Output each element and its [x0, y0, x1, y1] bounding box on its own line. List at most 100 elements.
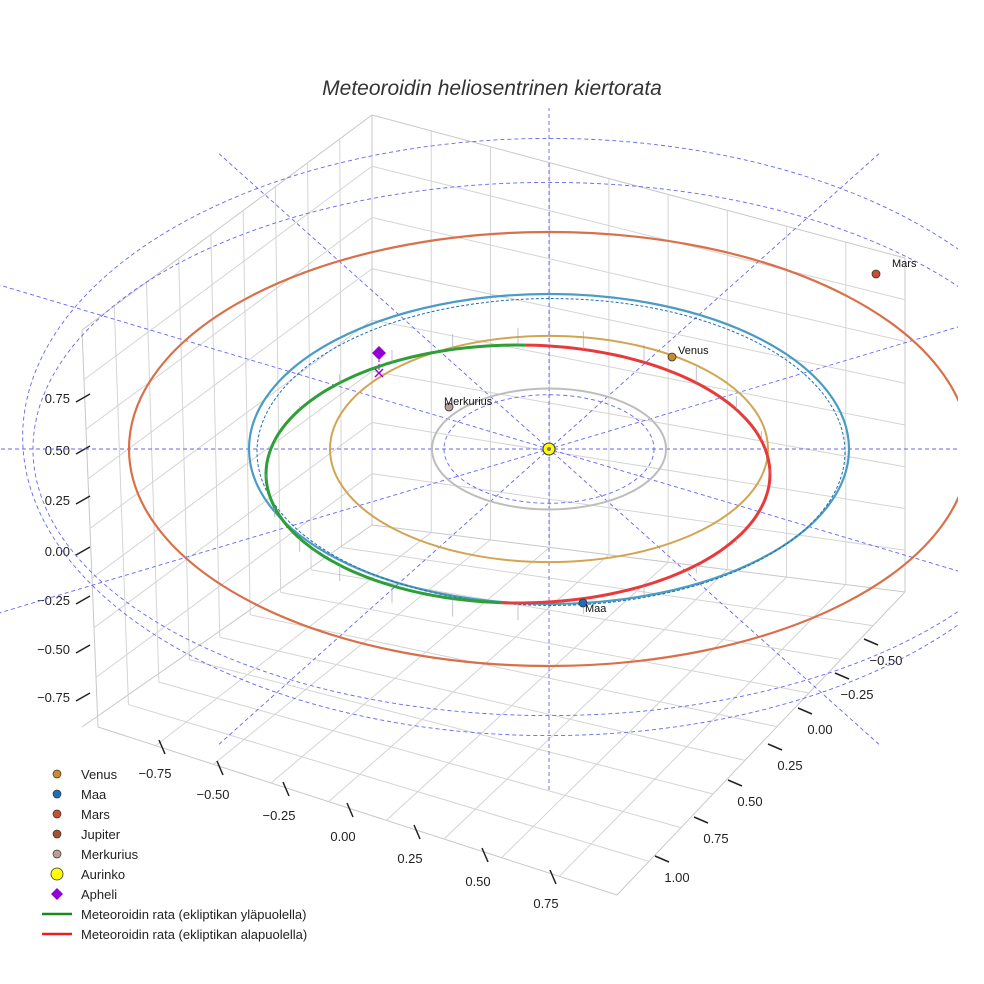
- y-tick-mark: [693, 816, 709, 824]
- z-tick-label: −0.25: [37, 593, 70, 608]
- planet-venus: [667, 352, 677, 362]
- grid-line: [97, 726, 618, 896]
- legend-label: Jupiter: [81, 827, 121, 842]
- z-tick-mark: [75, 595, 91, 605]
- z-tick-label: 0.50: [45, 443, 70, 458]
- meteoroid-orbit-below: [502, 343, 772, 605]
- legend-item: Merkurius: [52, 847, 139, 862]
- grid-line: [341, 546, 874, 627]
- x-tick-label: −0.50: [197, 787, 230, 802]
- grid-line: [95, 473, 373, 678]
- legend-label: Venus: [81, 767, 118, 782]
- grid-line: [213, 539, 491, 765]
- aphelion-projection: [374, 368, 384, 378]
- legend-marker: [51, 888, 63, 900]
- grid-line: [558, 584, 847, 877]
- z-tick-label: 0.75: [45, 391, 70, 406]
- grid-line: [371, 268, 906, 384]
- grid-line: [371, 370, 906, 468]
- legend-marker: [52, 849, 62, 859]
- grid-line: [81, 524, 373, 728]
- grid-line: [311, 569, 842, 660]
- legend-label: Aurinko: [81, 867, 125, 882]
- grid-line: [85, 217, 373, 430]
- axis-ticks: 0.75 0.50 0.25 0.00 −0.25 −0.50 −0.75 −0.75 −0.5…: [37, 391, 902, 911]
- grid-line: [87, 268, 373, 480]
- legend-item: Maa: [52, 787, 107, 802]
- x-tick-label: −0.75: [139, 766, 172, 781]
- legend-item: Aurinko: [50, 867, 125, 882]
- plot-area: Merkurius Venus Maa Mars: [0, 108, 958, 790]
- y-tick-label: 1.00: [664, 870, 689, 885]
- y-tick-label: −0.50: [870, 653, 903, 668]
- grid-line: [155, 532, 432, 747]
- legend-label: Maa: [81, 787, 107, 802]
- x-tick-label: 0.75: [533, 896, 558, 911]
- orbit-maa: [247, 292, 851, 606]
- sun-core: [547, 447, 551, 451]
- y-tick-label: −0.25: [841, 687, 874, 702]
- legend-item: Venus: [52, 767, 118, 782]
- grid-line: [83, 165, 373, 381]
- legend-item: Mars: [52, 807, 110, 822]
- y-tick-label: 0.75: [703, 831, 728, 846]
- legend-marker: [50, 867, 64, 881]
- y-tick-label: 0.50: [737, 794, 762, 809]
- y-tick-label: 0.00: [807, 722, 832, 737]
- z-tick-label: −0.75: [37, 690, 70, 705]
- grid-line: [280, 591, 810, 694]
- grid-line: [270, 546, 550, 784]
- z-tick-label: 0.25: [45, 493, 70, 508]
- planet-mars: [871, 269, 881, 279]
- z-tick-mark: [75, 393, 91, 403]
- legend-label: Merkurius: [81, 847, 139, 862]
- legend-item: Jupiter: [52, 827, 121, 842]
- grid-line: [501, 576, 787, 859]
- grid-line: [371, 524, 906, 593]
- z-tick-mark: [75, 644, 91, 654]
- planet-maa: [578, 598, 588, 608]
- y-tick-mark: [727, 779, 743, 787]
- z-tick-mark: [75, 445, 91, 455]
- x-tick-mark: [549, 869, 557, 885]
- x-tick-mark: [158, 739, 166, 755]
- x-tick-mark: [282, 781, 290, 797]
- x-tick-label: 0.25: [397, 851, 422, 866]
- grid-line: [371, 217, 906, 342]
- orbit-venus: [329, 334, 769, 564]
- grid-line: [158, 681, 682, 829]
- legend-item: Meteoroidin rata (ekliptikan alapuolella…: [42, 927, 307, 942]
- z-tick-mark: [75, 495, 91, 505]
- legend-marker: [52, 789, 62, 799]
- x-tick-mark: [346, 802, 354, 818]
- legend: Venus Maa Mars Jupiter Merkurius Aurinko Aphel…: [42, 767, 307, 942]
- planet-label-maa: Maa: [585, 603, 607, 615]
- y-tick-mark: [797, 707, 813, 715]
- grid-line: [189, 659, 714, 795]
- grid-line: [128, 704, 650, 862]
- legend-label: Apheli: [81, 887, 117, 902]
- legend-label: Meteoroidin rata (ekliptikan alapuolella…: [81, 927, 307, 942]
- orbit-merkurius: [431, 387, 667, 511]
- grid-line: [91, 370, 373, 579]
- grid-box: [81, 114, 906, 896]
- x-tick-mark: [216, 760, 224, 776]
- grid-line: [371, 319, 906, 426]
- legend-label: Mars: [81, 807, 110, 822]
- x-tick-mark: [481, 847, 489, 863]
- y-tick-mark: [654, 855, 670, 863]
- orbit-mars: [128, 230, 958, 668]
- legend-item: Apheli: [51, 887, 117, 902]
- x-tick-mark: [413, 824, 421, 840]
- grid-line: [385, 561, 669, 821]
- y-tick-mark: [767, 743, 783, 751]
- legend-marker: [52, 829, 62, 839]
- z-tick-mark: [75, 546, 91, 556]
- grid-line: [371, 114, 906, 259]
- orbit-maa-inner: [256, 298, 846, 606]
- planet-label-mars: Mars: [892, 258, 917, 270]
- y-tick-label: 0.25: [777, 758, 802, 773]
- legend-item: Meteoroidin rata (ekliptikan yläpuolella…: [42, 907, 306, 922]
- grid-line: [328, 554, 610, 803]
